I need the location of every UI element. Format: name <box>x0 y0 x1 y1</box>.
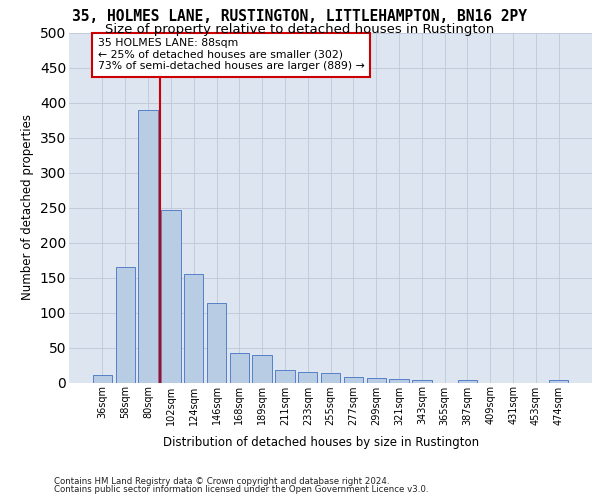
Bar <box>207 304 226 382</box>
Bar <box>184 274 203 382</box>
Bar <box>549 380 568 382</box>
Text: Distribution of detached houses by size in Rustington: Distribution of detached houses by size … <box>163 436 479 449</box>
Bar <box>298 372 317 382</box>
Bar <box>344 377 363 382</box>
Bar <box>93 375 112 382</box>
Bar <box>161 210 181 382</box>
Bar <box>367 378 386 382</box>
Y-axis label: Number of detached properties: Number of detached properties <box>21 114 34 300</box>
Bar <box>458 380 477 382</box>
Bar <box>253 354 272 382</box>
Bar <box>321 374 340 382</box>
Text: 35, HOLMES LANE, RUSTINGTON, LITTLEHAMPTON, BN16 2PY: 35, HOLMES LANE, RUSTINGTON, LITTLEHAMPT… <box>73 9 527 24</box>
Text: Size of property relative to detached houses in Rustington: Size of property relative to detached ho… <box>106 22 494 36</box>
Bar <box>389 379 409 382</box>
Bar <box>412 380 431 382</box>
Text: Contains public sector information licensed under the Open Government Licence v3: Contains public sector information licen… <box>54 485 428 494</box>
Text: Contains HM Land Registry data © Crown copyright and database right 2024.: Contains HM Land Registry data © Crown c… <box>54 477 389 486</box>
Bar <box>139 110 158 382</box>
Bar <box>230 353 249 382</box>
Text: 35 HOLMES LANE: 88sqm
← 25% of detached houses are smaller (302)
73% of semi-det: 35 HOLMES LANE: 88sqm ← 25% of detached … <box>98 38 365 72</box>
Bar <box>116 267 135 382</box>
Bar <box>275 370 295 382</box>
